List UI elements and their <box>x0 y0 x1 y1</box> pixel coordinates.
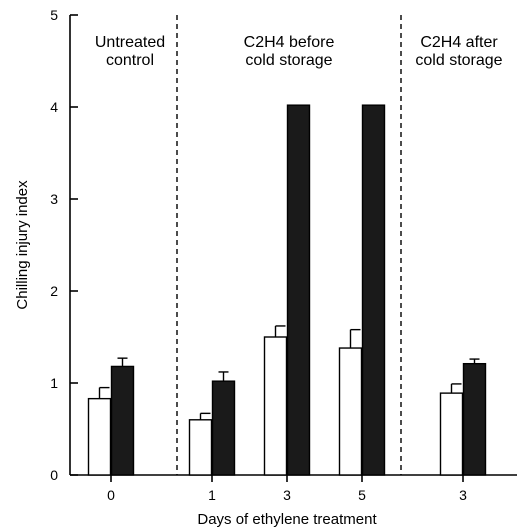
x-tick-label: 5 <box>358 487 366 503</box>
bar-filled <box>286 104 311 476</box>
group-label: control <box>106 52 154 69</box>
bar-filled <box>211 380 236 476</box>
x-tick-label: 3 <box>459 487 467 503</box>
group-label: C2H4 after <box>420 34 498 51</box>
bar-open <box>87 397 112 476</box>
bar-filled <box>361 104 386 476</box>
y-tick-label: 5 <box>50 7 58 23</box>
y-axis-label: Chilling injury index <box>14 180 31 310</box>
bar-open <box>439 392 464 476</box>
error-bars <box>98 325 480 420</box>
group-label: cold storage <box>415 52 502 69</box>
y-tick-label: 1 <box>50 375 58 391</box>
bar-filled <box>462 362 487 476</box>
bar-open <box>263 336 288 476</box>
group-label: cold storage <box>245 52 332 69</box>
y-tick-label: 0 <box>50 467 58 483</box>
x-tick-label: 3 <box>283 487 291 503</box>
bars <box>87 104 487 476</box>
x-tick-label: 1 <box>208 487 216 503</box>
bar-open <box>338 347 363 476</box>
bar-filled <box>110 365 135 476</box>
group-label: Untreated <box>95 34 165 51</box>
x-tick-label: 0 <box>107 487 115 503</box>
y-tick-label: 4 <box>50 99 58 115</box>
y-tick-label: 2 <box>50 283 58 299</box>
group-label: C2H4 before <box>244 34 335 51</box>
y-tick-label: 3 <box>50 191 58 207</box>
x-axis-label: Days of ethylene treatment <box>197 511 377 528</box>
bar-open <box>188 419 213 476</box>
group-dividers <box>176 15 402 475</box>
